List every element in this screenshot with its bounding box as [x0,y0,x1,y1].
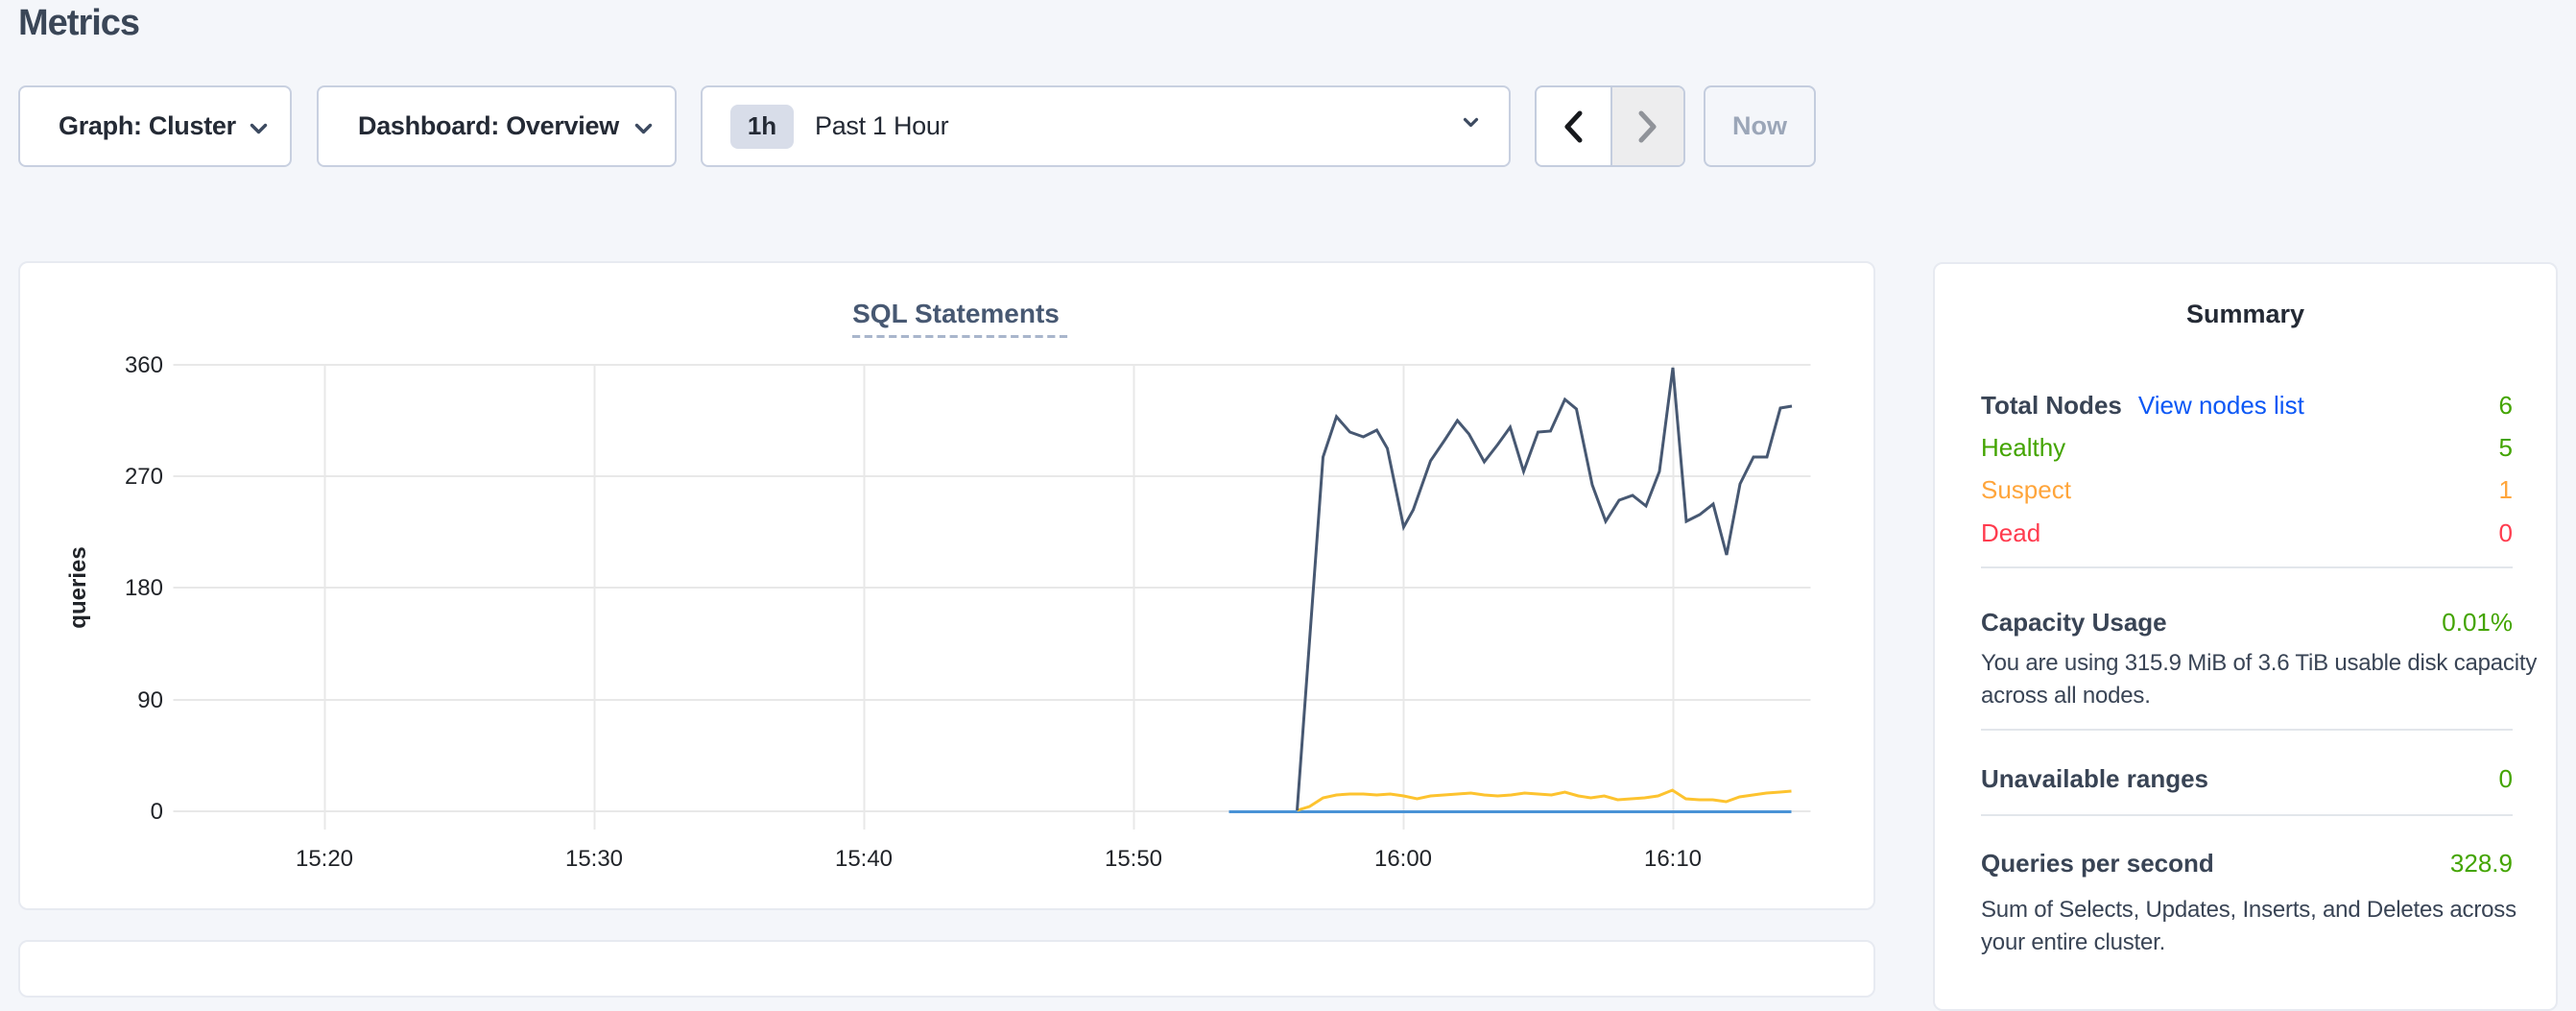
svg-text:360: 360 [125,352,163,378]
svg-text:15:20: 15:20 [296,846,353,872]
svg-text:15:50: 15:50 [1105,846,1162,872]
svg-text:180: 180 [125,575,163,601]
svg-text:270: 270 [125,464,163,490]
svg-text:0: 0 [151,799,163,825]
svg-text:15:40: 15:40 [835,846,893,872]
svg-text:queries: queries [65,546,91,628]
svg-text:16:10: 16:10 [1644,846,1702,872]
svg-text:15:30: 15:30 [565,846,623,872]
svg-text:16:00: 16:00 [1374,846,1432,872]
svg-text:90: 90 [137,687,163,713]
